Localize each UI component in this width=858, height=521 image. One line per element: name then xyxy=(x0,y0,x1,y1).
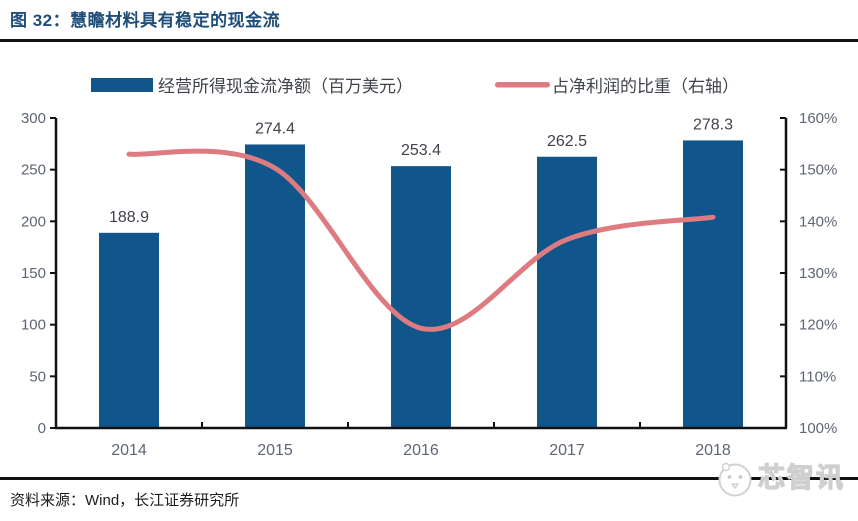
bar-2017 xyxy=(537,156,597,428)
bar-2015 xyxy=(245,144,305,428)
category-label-2016: 2016 xyxy=(403,442,439,459)
legend-line-swatch xyxy=(495,82,550,88)
bar-value-label: 274.4 xyxy=(255,120,295,137)
category-label-2015: 2015 xyxy=(257,442,293,459)
right-axis-tick-label: 110% xyxy=(799,368,836,385)
footer-divider-rule xyxy=(0,477,858,480)
legend-bar-label: 经营所得现金流净额（百万美元） xyxy=(158,77,413,96)
left-axis-tick-label: 100 xyxy=(21,317,46,334)
right-axis-tick-label: 140% xyxy=(799,213,837,230)
watermark-logo: 芯智讯 xyxy=(712,452,858,504)
left-axis-tick-label: 150 xyxy=(21,265,46,282)
right-axis-tick-label: 160% xyxy=(799,110,837,127)
data-source-note: 资料来源：Wind，长江证券研究所 xyxy=(10,492,240,509)
bar-value-label: 278.3 xyxy=(693,116,733,133)
bar-2016 xyxy=(391,166,451,429)
category-label-2017: 2017 xyxy=(549,442,585,459)
left-axis-tick-label: 300 xyxy=(21,110,46,127)
right-axis-tick-label: 100% xyxy=(799,420,837,437)
figure-title: 图 32：慧瞻材料具有稳定的现金流 xyxy=(10,11,281,30)
right-axis-tick-label: 120% xyxy=(799,317,837,334)
left-axis-tick-label: 250 xyxy=(21,162,46,179)
left-axis-tick-label: 0 xyxy=(38,420,46,437)
category-label-2018: 2018 xyxy=(695,442,731,459)
bar-value-label: 262.5 xyxy=(547,133,587,150)
bar-2018 xyxy=(683,140,743,428)
right-axis-tick-label: 150% xyxy=(799,162,837,179)
left-axis-tick-label: 50 xyxy=(29,368,46,385)
legend-bar-swatch xyxy=(91,78,153,92)
legend-line-label: 占净利润的比重（右轴） xyxy=(552,77,739,96)
ratio-line xyxy=(126,148,716,332)
bar-value-label: 253.4 xyxy=(401,142,441,159)
category-label-2014: 2014 xyxy=(111,442,147,459)
title-divider-rule xyxy=(0,39,858,42)
cashflow-chart: 经营所得现金流净额（百万美元） 占净利润的比重（右轴） 188.9 274.4 253.… xyxy=(21,77,837,459)
right-axis-tick-label: 130% xyxy=(799,265,837,282)
bar-2014 xyxy=(99,232,159,428)
watermark-text: 芯智讯 xyxy=(757,462,845,493)
chick-mascot-icon xyxy=(718,462,752,497)
bar-value-label: 188.9 xyxy=(109,209,149,226)
left-axis-tick-label: 200 xyxy=(21,213,46,230)
